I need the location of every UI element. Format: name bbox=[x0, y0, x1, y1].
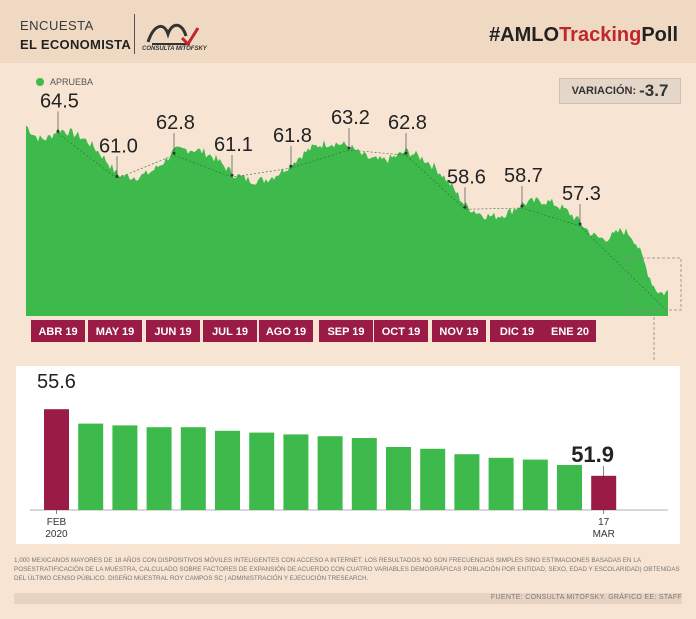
header-bar: ENCUESTA EL ECONOMISTA CONSULTA MITOFSKY… bbox=[0, 0, 696, 63]
month-tab bbox=[490, 320, 544, 342]
hashtag-prefix: #AMLO bbox=[489, 24, 560, 46]
annotation-point bbox=[115, 174, 119, 178]
annotation-point bbox=[578, 222, 582, 226]
start-date-label: FEB bbox=[47, 517, 67, 528]
daily-bar bbox=[249, 432, 275, 510]
daily-bar bbox=[180, 427, 206, 510]
start-date-label: 2020 bbox=[45, 529, 68, 540]
daily-bar bbox=[317, 436, 343, 510]
annotation-label: 57.3 bbox=[562, 183, 601, 205]
month-tab bbox=[203, 320, 257, 342]
annotation-label: 61.1 bbox=[214, 134, 253, 156]
annotation-point bbox=[404, 151, 408, 155]
annotation-label: 61.0 bbox=[99, 135, 138, 157]
methodology-footnote: 1,000 MEXICANOS MAYORES DE 18 AÑOS CON D… bbox=[14, 557, 680, 582]
annotation-label: 62.8 bbox=[156, 112, 195, 134]
first-value-label: 55.6 bbox=[37, 371, 76, 393]
month-tab bbox=[374, 320, 428, 342]
annotation-label: 58.6 bbox=[447, 166, 486, 188]
annotation-label: 61.8 bbox=[273, 125, 312, 147]
month-tab bbox=[544, 320, 596, 342]
daily-bar bbox=[112, 425, 138, 510]
month-tab-label: SEP 19 bbox=[327, 326, 364, 338]
month-tab bbox=[319, 320, 373, 342]
last-value-label: 51.9 bbox=[571, 442, 614, 467]
logo-text: CONSULTA MITOFSKY bbox=[142, 46, 207, 52]
annotation-point bbox=[463, 205, 467, 209]
daily-bar bbox=[522, 459, 548, 510]
daily-bar bbox=[386, 447, 411, 510]
month-tab-label: JUL 19 bbox=[212, 326, 248, 338]
daily-bar bbox=[215, 430, 240, 510]
annotation-point bbox=[230, 173, 234, 177]
survey-label: ENCUESTA bbox=[20, 18, 94, 33]
hashtag-suffix: Poll bbox=[641, 24, 678, 46]
annotation-point bbox=[172, 151, 176, 155]
daily-bar bbox=[557, 465, 582, 510]
header-divider bbox=[134, 14, 135, 54]
month-tab-label: OCT 19 bbox=[382, 326, 421, 338]
month-tab bbox=[432, 320, 486, 342]
annotation-point bbox=[520, 204, 524, 208]
variation-value: -3.7 bbox=[639, 81, 669, 100]
variation-label: VARIACIÓN: bbox=[571, 85, 637, 97]
annotation-label: 62.8 bbox=[388, 112, 427, 134]
chart-legend: APRUEBA bbox=[36, 77, 93, 87]
end-date-label: 17 bbox=[598, 517, 610, 528]
approval-area-chart: 64.5 61.0 62.8 61.1 61.8 63.2 62.8 58.6 58.7 57.3… bbox=[26, 90, 682, 360]
approval-area bbox=[26, 125, 668, 316]
daily-bar bbox=[78, 423, 104, 510]
source-bar: FUENTE: CONSULTA MITOFSKY. GRÁFICO EE: S… bbox=[14, 593, 682, 604]
month-tab bbox=[259, 320, 313, 342]
annotation-point bbox=[56, 129, 60, 133]
zoom-box bbox=[626, 257, 682, 311]
daily-bar bbox=[283, 434, 309, 510]
daily-bar bbox=[488, 457, 514, 510]
month-tab-label: ENE 20 bbox=[551, 326, 589, 338]
month-tab-label: AGO 19 bbox=[266, 326, 306, 338]
end-date-label: MAR bbox=[593, 529, 615, 540]
daily-bar bbox=[351, 438, 377, 510]
month-tab-label: DIC 19 bbox=[500, 326, 534, 338]
month-tab-label: JUN 19 bbox=[154, 326, 191, 338]
daily-bar bbox=[420, 448, 446, 510]
daily-bar bbox=[591, 475, 617, 510]
legend-label: APRUEBA bbox=[50, 77, 94, 87]
source-text: FUENTE: CONSULTA MITOFSKY. GRÁFICO EE: S… bbox=[490, 594, 682, 601]
legend-dot-icon bbox=[36, 78, 44, 86]
daily-bar bbox=[454, 454, 480, 510]
month-tab bbox=[146, 320, 200, 342]
month-tab-label: ABR 19 bbox=[38, 326, 77, 338]
publication-name: EL ECONOMISTA bbox=[20, 37, 132, 52]
month-tab bbox=[88, 320, 142, 342]
daily-bar bbox=[44, 409, 69, 510]
month-tab bbox=[31, 320, 85, 342]
month-tab-label: MAY 19 bbox=[96, 326, 135, 338]
trend-connector-line bbox=[57, 133, 669, 313]
annotation-label: 63.2 bbox=[331, 107, 370, 129]
annotation-label: 64.5 bbox=[40, 90, 79, 112]
annotation-label: 58.7 bbox=[504, 165, 543, 187]
variation-box: VARIACIÓN: -3.7 bbox=[559, 78, 681, 104]
month-tab-label: NOV 19 bbox=[439, 326, 478, 338]
mitofsky-logo-icon bbox=[146, 23, 200, 47]
hashtag-highlight: Tracking bbox=[559, 24, 642, 46]
hashtag-title: #AMLOTrackingPoll bbox=[489, 24, 678, 47]
daily-bar bbox=[146, 427, 172, 510]
annotation-point bbox=[347, 146, 351, 150]
annotation-point bbox=[289, 164, 293, 168]
